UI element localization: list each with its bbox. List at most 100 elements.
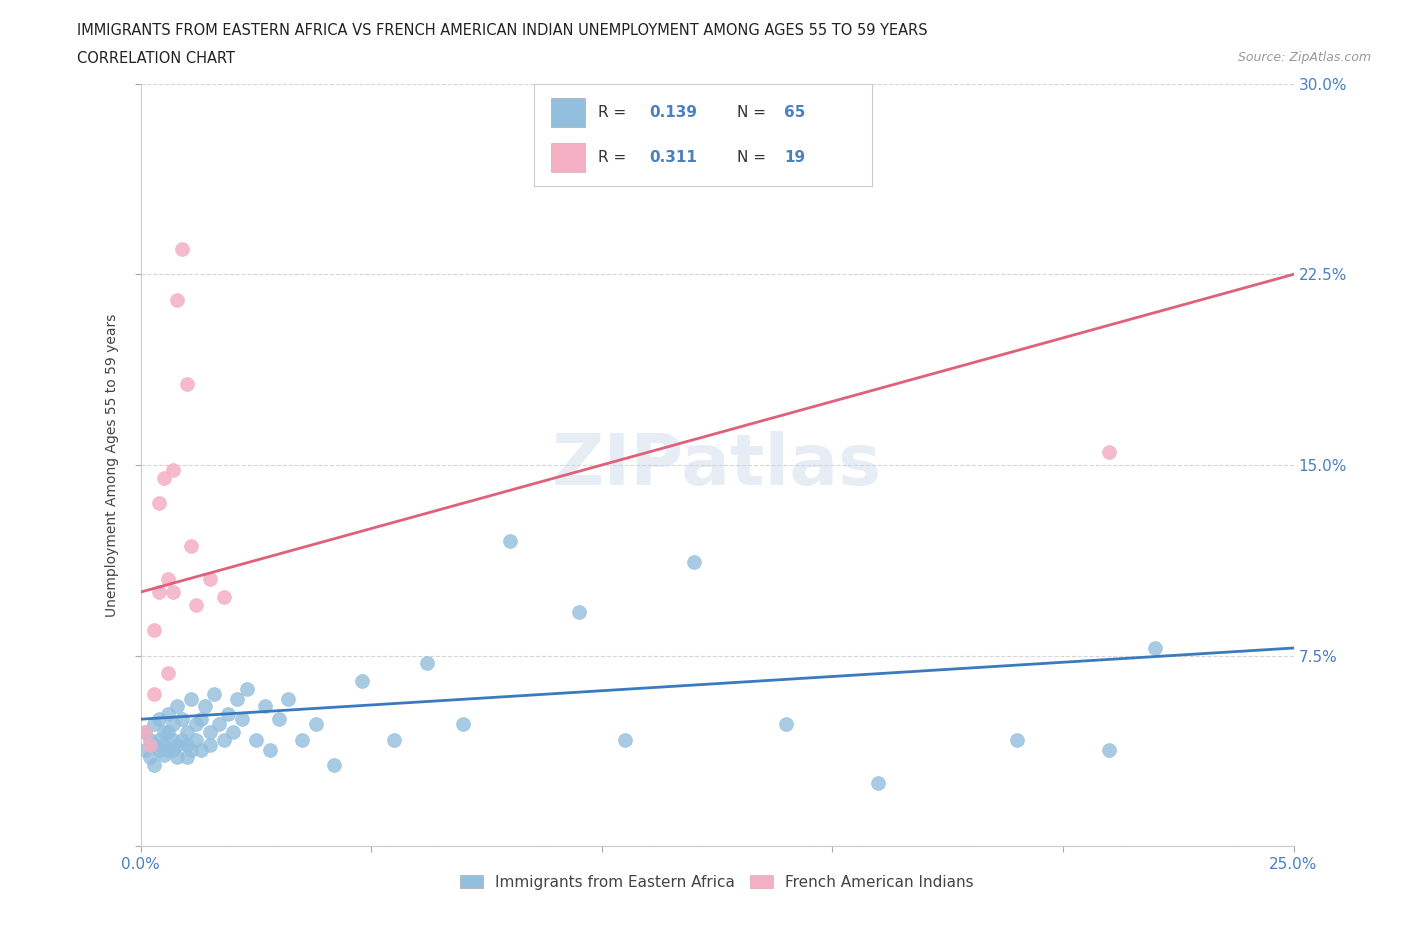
Point <box>143 737 166 752</box>
Point <box>226 691 249 706</box>
Point <box>190 711 212 726</box>
Point <box>148 496 170 511</box>
Point <box>148 742 170 757</box>
Point <box>143 686 166 701</box>
Point <box>683 554 706 569</box>
Point <box>613 732 636 747</box>
Point <box>139 737 162 752</box>
Point <box>139 732 162 747</box>
Point <box>162 585 184 600</box>
Point <box>291 732 314 747</box>
Point <box>180 691 202 706</box>
Point <box>1144 641 1167 656</box>
Text: N =: N = <box>737 105 770 120</box>
Point <box>180 538 202 553</box>
Point <box>157 742 180 757</box>
Point <box>166 750 188 764</box>
Point <box>259 742 281 757</box>
Text: Source: ZipAtlas.com: Source: ZipAtlas.com <box>1237 51 1371 64</box>
Point <box>166 699 188 714</box>
Text: 0.139: 0.139 <box>650 105 697 120</box>
Point <box>157 707 180 722</box>
Point <box>254 699 277 714</box>
Point <box>157 666 180 681</box>
Point <box>382 732 405 747</box>
Point <box>217 707 239 722</box>
Text: N =: N = <box>737 150 770 165</box>
Point <box>162 717 184 732</box>
Point <box>139 750 162 764</box>
Point <box>152 748 174 763</box>
Point <box>134 724 156 739</box>
Point <box>1005 732 1028 747</box>
Point <box>868 776 890 790</box>
Point <box>267 711 290 726</box>
Point <box>1098 742 1121 757</box>
Point <box>222 724 245 739</box>
Point <box>775 717 797 732</box>
Point <box>190 742 212 757</box>
Point <box>172 732 194 747</box>
Text: 19: 19 <box>785 150 806 165</box>
Text: CORRELATION CHART: CORRELATION CHART <box>77 51 235 66</box>
Point <box>415 656 437 671</box>
Point <box>143 758 166 773</box>
Point <box>152 724 174 739</box>
Point <box>1098 445 1121 459</box>
Bar <box>551 98 585 126</box>
Point <box>176 724 198 739</box>
Point <box>162 732 184 747</box>
Point <box>277 691 299 706</box>
Point <box>148 732 170 747</box>
Point <box>176 750 198 764</box>
Point <box>194 699 217 714</box>
Point <box>152 737 174 752</box>
Point <box>235 682 257 697</box>
Point <box>245 732 267 747</box>
Text: IMMIGRANTS FROM EASTERN AFRICA VS FRENCH AMERICAN INDIAN UNEMPLOYMENT AMONG AGES: IMMIGRANTS FROM EASTERN AFRICA VS FRENCH… <box>77 23 928 38</box>
Text: 0.311: 0.311 <box>650 150 697 165</box>
Point <box>305 717 328 732</box>
Point <box>166 292 188 307</box>
Point <box>162 462 184 477</box>
Point <box>184 732 207 747</box>
Point <box>198 572 221 587</box>
Point <box>323 758 346 773</box>
Point <box>134 742 156 757</box>
Point <box>157 572 180 587</box>
Point <box>498 534 520 549</box>
Point <box>184 717 207 732</box>
Point <box>166 737 188 752</box>
Point <box>202 686 225 701</box>
Point <box>184 597 207 612</box>
Point <box>208 717 231 732</box>
Point <box>157 724 180 739</box>
Bar <box>551 143 585 172</box>
Text: 65: 65 <box>785 105 806 120</box>
Point <box>162 742 184 757</box>
Point <box>148 585 170 600</box>
Point <box>231 711 253 726</box>
Point <box>198 737 221 752</box>
Text: ZIPatlas: ZIPatlas <box>553 431 882 499</box>
Point <box>198 724 221 739</box>
Point <box>143 717 166 732</box>
Point <box>143 623 166 638</box>
Point <box>350 673 373 688</box>
Text: R =: R = <box>599 105 631 120</box>
Point <box>176 377 198 392</box>
Point <box>176 737 198 752</box>
Point <box>180 742 202 757</box>
Point <box>172 242 194 257</box>
Point <box>152 471 174 485</box>
Point <box>134 724 156 739</box>
Point <box>172 711 194 726</box>
Y-axis label: Unemployment Among Ages 55 to 59 years: Unemployment Among Ages 55 to 59 years <box>105 313 120 617</box>
Point <box>212 590 235 604</box>
Point <box>453 717 475 732</box>
Point <box>568 605 591 620</box>
Point <box>212 732 235 747</box>
Legend: Immigrants from Eastern Africa, French American Indians: Immigrants from Eastern Africa, French A… <box>454 869 980 896</box>
Text: R =: R = <box>599 150 631 165</box>
Point <box>148 711 170 726</box>
